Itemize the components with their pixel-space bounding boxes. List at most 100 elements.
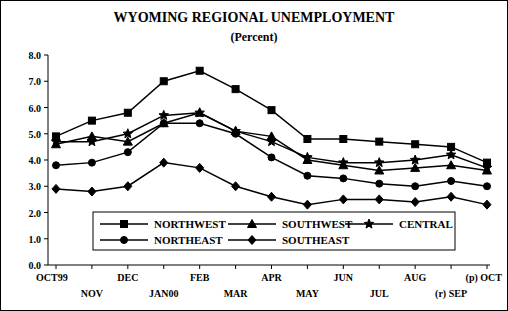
- y-tick: [44, 133, 48, 134]
- x-tick: [163, 265, 164, 269]
- x-tick: [451, 265, 452, 269]
- marker: [268, 154, 275, 161]
- marker: [53, 162, 60, 169]
- marker: [482, 163, 492, 172]
- marker: [268, 192, 276, 201]
- marker: [88, 117, 95, 124]
- x-tick: [199, 265, 200, 269]
- x-tick-label: DEC: [117, 272, 138, 283]
- x-tick-label: NOV: [81, 288, 104, 299]
- marker: [123, 129, 133, 138]
- legend-label: SOUTHWEST: [282, 218, 353, 230]
- plot-area: [51, 67, 492, 209]
- legend-marker: [121, 221, 128, 228]
- marker: [232, 86, 239, 93]
- y-tick-label: 3.0: [29, 181, 42, 192]
- y-tick: [44, 160, 48, 161]
- marker: [340, 175, 347, 182]
- marker: [411, 198, 419, 207]
- frame: [1, 1, 508, 311]
- legend-marker: [364, 219, 374, 228]
- marker: [483, 200, 491, 209]
- marker: [268, 107, 275, 114]
- y-tick: [44, 265, 48, 266]
- series-line: [56, 71, 487, 163]
- y-tick-label: 2.0: [29, 208, 42, 219]
- series-line: [56, 113, 487, 171]
- marker: [88, 187, 96, 196]
- y-tick-label: 6.0: [29, 103, 42, 114]
- legend-marker: [248, 220, 257, 228]
- x-tick-label: APR: [261, 272, 282, 283]
- marker: [304, 136, 311, 143]
- marker: [51, 137, 61, 146]
- marker: [124, 109, 131, 116]
- series-line: [56, 163, 487, 205]
- y-tick-label: 4.0: [29, 155, 42, 166]
- marker: [376, 138, 383, 145]
- series-line: [56, 113, 487, 168]
- x-tick-label: JUL: [370, 288, 389, 299]
- x-axis: [48, 265, 490, 266]
- series-line: [56, 123, 487, 186]
- marker: [196, 163, 204, 172]
- x-tick: [487, 265, 488, 269]
- x-tick-label: (p) OCT: [466, 272, 503, 284]
- x-tick-label: OCT99: [36, 272, 68, 283]
- x-tick: [56, 265, 57, 269]
- y-tick-label: 7.0: [29, 76, 42, 87]
- x-tick-label: (r) SEP: [435, 288, 467, 300]
- marker: [232, 182, 240, 191]
- legend-label: SOUTHEAST: [282, 234, 350, 246]
- legend-label: NORTHWEST: [154, 218, 226, 230]
- marker: [446, 150, 456, 159]
- marker: [87, 137, 97, 146]
- marker: [374, 158, 384, 167]
- marker: [303, 152, 313, 161]
- x-tick: [127, 265, 128, 269]
- marker: [124, 149, 131, 156]
- marker: [196, 67, 203, 74]
- x-tick-label: JUN: [334, 272, 354, 283]
- y-tick-label: 0.0: [29, 260, 42, 271]
- marker: [412, 141, 419, 148]
- title: WYOMING REGIONAL UNEMPLOYMENT: [114, 10, 395, 25]
- y-tick: [44, 81, 48, 82]
- x-tick-label: MAY: [296, 288, 320, 299]
- marker: [376, 180, 383, 187]
- y-tick: [44, 238, 48, 239]
- x-tick-label: FEB: [190, 272, 210, 283]
- marker: [303, 200, 311, 209]
- marker: [124, 182, 132, 191]
- marker: [339, 195, 347, 204]
- x-tick: [343, 265, 344, 269]
- marker: [339, 158, 349, 167]
- chart: WYOMING REGIONAL UNEMPLOYMENT(Percent)0.…: [0, 0, 508, 311]
- marker: [195, 108, 205, 117]
- marker: [52, 184, 60, 193]
- marker: [340, 136, 347, 143]
- y-tick-label: 1.0: [29, 234, 42, 245]
- marker: [448, 178, 455, 185]
- marker: [484, 183, 491, 190]
- legend-label: NORTHEAST: [154, 234, 223, 246]
- y-tick-label: 5.0: [29, 129, 42, 140]
- marker: [196, 120, 203, 127]
- marker: [267, 137, 277, 146]
- marker: [412, 183, 419, 190]
- x-tick: [307, 265, 308, 269]
- y-tick: [44, 55, 48, 56]
- x-tick-label: AUG: [404, 272, 426, 283]
- marker: [160, 158, 168, 167]
- marker: [88, 159, 95, 166]
- x-tick: [379, 265, 380, 269]
- y-tick: [44, 212, 48, 213]
- marker: [447, 161, 456, 169]
- y-tick-label: 8.0: [29, 50, 42, 61]
- marker: [160, 78, 167, 85]
- x-tick-label: JAN00: [149, 288, 178, 299]
- legend-label: CENTRAL: [399, 218, 453, 230]
- marker: [159, 110, 169, 119]
- x-tick: [271, 265, 272, 269]
- legend-marker: [248, 236, 256, 245]
